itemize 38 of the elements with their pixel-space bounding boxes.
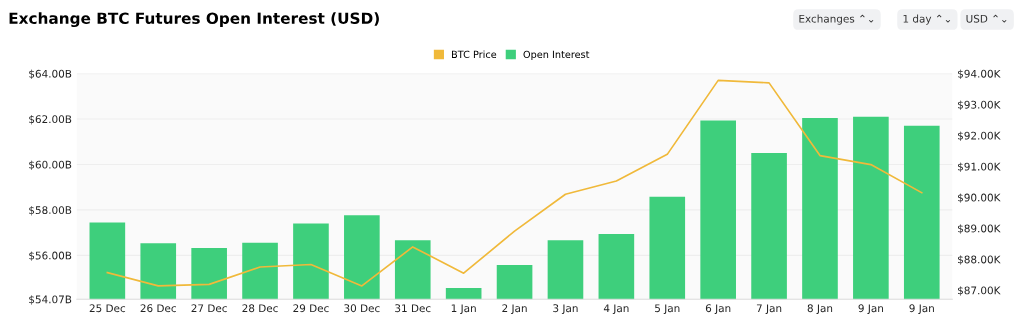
- y-tick-label: $64.00B: [29, 69, 72, 80]
- y2-tick-label: $92.00K: [958, 131, 1001, 141]
- y-tick-label: $56.00B: [29, 251, 72, 261]
- y2-tick-label: $93.00K: [958, 100, 1001, 111]
- x-tick-label: 9 Jan: [858, 304, 883, 315]
- y2-tick-label: $88.00K: [958, 255, 1001, 265]
- y-tick-label: $62.00B: [29, 115, 72, 125]
- x-tick-label: 26 Dec: [140, 304, 176, 313]
- x-tick-label: 2 Jan: [502, 304, 527, 315]
- text: USD ⌃⌄: [966, 14, 1007, 23]
- x-tick-label: 8 Jan: [807, 304, 833, 315]
- y2-tick-label: $91.00K: [958, 162, 1001, 172]
- x-tick-label: 30 Dec: [344, 304, 380, 313]
- x-tick-label: 28 Dec: [242, 304, 278, 313]
- x-tick-label: 1 Jan: [451, 304, 476, 315]
- y2-tick-label: $89.00K: [958, 224, 1001, 234]
- y-tick-label: $60.00B: [29, 160, 72, 170]
- chart-title: Exchange BTC Futures Open Interest (USD): [9, 12, 379, 28]
- x-tick-label: 7 Jan: [756, 304, 782, 315]
- y-tick-label: $58.00B: [29, 205, 72, 216]
- x-tick-label: 5 Jan: [655, 304, 680, 315]
- legend-label: Open Interest: [523, 50, 590, 60]
- text: 1 day ⌃⌄: [903, 14, 951, 25]
- x-tick-label: 3 Jan: [553, 304, 578, 315]
- y2-tick-label: $87.00K: [958, 286, 1001, 296]
- y2-tick-label: $90.00K: [958, 193, 1001, 203]
- y-tick-label: $54.07B: [29, 295, 72, 305]
- x-tick-label: 29 Dec: [293, 304, 329, 313]
- x-tick-label: 27 Dec: [191, 304, 227, 313]
- legend-label: BTC Price: [452, 50, 497, 59]
- x-tick-label: 4 Jan: [603, 304, 629, 315]
- text: Exchanges ⌃⌄: [799, 14, 874, 25]
- y2-tick-label: $94.00K: [958, 69, 1001, 80]
- x-tick-label: 6 Jan: [705, 304, 731, 315]
- x-tick-label: 25 Dec: [89, 304, 126, 313]
- x-tick-label: 9 Jan: [909, 304, 934, 315]
- line-series: [106, 79, 923, 287]
- x-tick-label: 31 Dec: [395, 304, 431, 313]
